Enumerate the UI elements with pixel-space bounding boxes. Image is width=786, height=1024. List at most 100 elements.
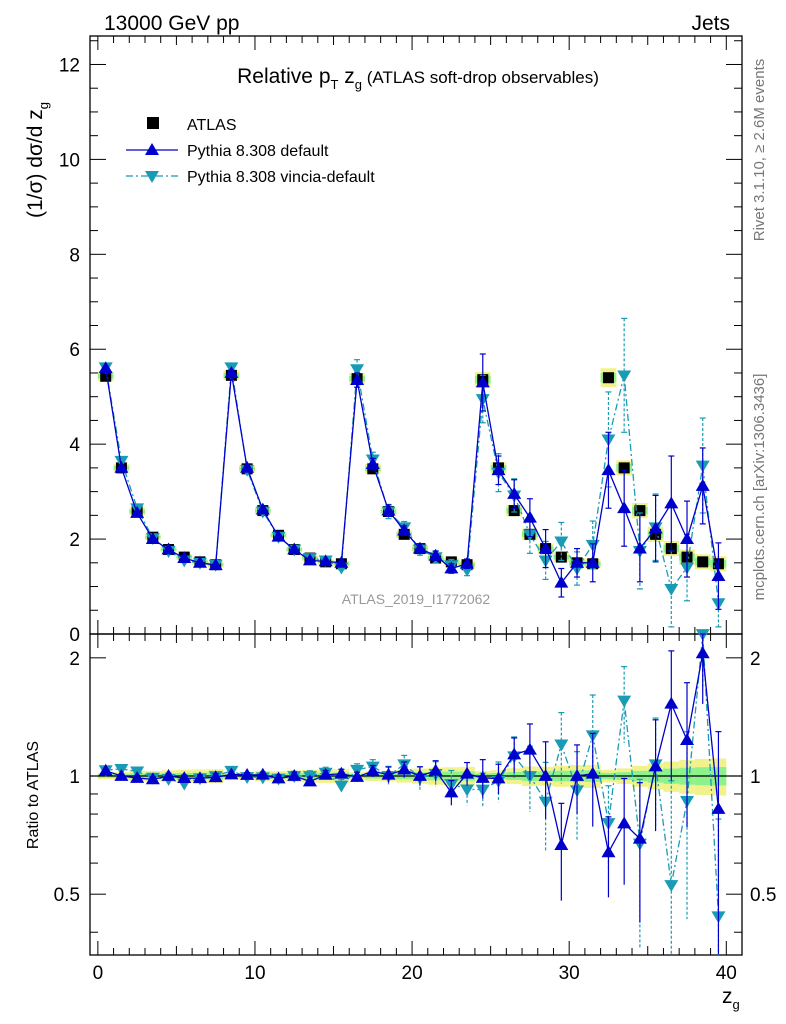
- point-default: [98, 361, 113, 374]
- ratio-line-default: [105, 653, 720, 855]
- point-default: [318, 554, 333, 567]
- point-default: [130, 505, 145, 518]
- point-default: [538, 541, 553, 554]
- point-atlas: [618, 462, 630, 474]
- title-relative-p: Relative p: [237, 65, 330, 88]
- x-tick-label: 0: [93, 963, 104, 984]
- y-axis-label-main: (1/σ) dσ/d z: [24, 109, 47, 218]
- point-default: [350, 373, 365, 385]
- x-axis-label-sub: g: [733, 997, 740, 1012]
- y-tick-label: 10: [59, 150, 80, 171]
- ratio-point-default: [130, 771, 145, 783]
- point-vincia: [554, 536, 569, 549]
- ratio-point-vincia: [334, 780, 349, 793]
- ratio-tick-label: 0.5: [54, 885, 80, 906]
- point-default: [161, 542, 176, 555]
- title-rest: (ATLAS soft-drop observables): [362, 68, 599, 87]
- point-default: [664, 496, 679, 509]
- ratio-frame: [89, 633, 743, 956]
- point-default: [570, 555, 585, 568]
- point-default: [412, 541, 427, 554]
- ratio-tick-label: 1: [69, 767, 80, 788]
- legend-label-vincia: Pythia 8.308 vincia-default: [187, 169, 375, 186]
- series-line-default: [105, 368, 720, 584]
- ratio-point-default: [428, 763, 443, 776]
- title-z: z: [338, 65, 354, 88]
- ratio-point-default: [145, 772, 160, 785]
- ratio-point-default: [601, 845, 616, 858]
- ratio-point-default: [412, 769, 427, 781]
- point-default: [224, 365, 239, 378]
- point-atlas: [602, 372, 614, 384]
- ratio-point-vincia: [554, 739, 569, 752]
- ratio-point-vincia: [460, 784, 475, 797]
- ratio-point-default: [507, 747, 522, 760]
- legend-marker-atlas: [147, 117, 159, 129]
- mcplots-label: mcplots.cern.ch [arXiv:1306.3436]: [751, 374, 768, 601]
- main-panel: 0 2 4 6 8 10 12: [59, 35, 743, 646]
- point-default: [255, 502, 270, 515]
- ratio-point-default: [334, 766, 349, 779]
- legend-label-default: Pythia 8.308 default: [187, 143, 329, 160]
- point-atlas: [555, 551, 567, 563]
- point-default: [491, 463, 506, 476]
- ratio-point-default: [302, 774, 317, 787]
- legend-marker-default: [145, 143, 159, 155]
- point-vincia: [350, 364, 365, 377]
- y-axis-label-sub: g: [36, 102, 51, 109]
- point-default: [114, 460, 129, 473]
- ratio-point-default: [570, 769, 585, 781]
- ratio-point-default: [365, 764, 380, 777]
- point-default: [585, 555, 600, 568]
- ratio-point-default: [240, 768, 255, 780]
- ratio-point-default: [98, 763, 113, 776]
- series-line-vincia: [105, 367, 720, 604]
- ratio-panel: 0 10 20 30 40 0.5 0.5 1 1 2 2: [54, 629, 776, 984]
- ratio-point-default: [475, 770, 490, 783]
- point-default: [365, 457, 380, 469]
- x-tick-label: 40: [716, 963, 737, 984]
- point-default: [302, 553, 317, 566]
- main-series: [98, 317, 726, 628]
- point-atlas: [634, 505, 646, 517]
- ratio-point-default: [632, 831, 647, 844]
- point-default: [522, 510, 537, 523]
- ratio-point-default: [224, 767, 239, 780]
- point-default: [444, 561, 459, 574]
- y-tick-label: 2: [69, 530, 80, 551]
- point-default: [601, 463, 616, 476]
- ratio-point-default: [287, 769, 302, 781]
- x-tick-label: 30: [559, 963, 580, 984]
- ratio-point-default: [255, 767, 270, 780]
- point-default: [145, 532, 160, 544]
- x-tick-label: 20: [402, 963, 423, 984]
- ratio-point-default: [648, 759, 663, 772]
- point-atlas: [697, 556, 709, 568]
- ratio-point-default: [271, 771, 286, 784]
- y-tick-label: 8: [69, 245, 80, 266]
- ratio-y-axis-label: Ratio to ATLAS: [25, 741, 42, 849]
- ratio-point-default: [397, 762, 412, 775]
- point-default: [334, 555, 349, 568]
- y-tick-label: 12: [59, 55, 80, 76]
- ratio-point-default: [664, 696, 679, 709]
- point-default: [208, 558, 223, 571]
- point-default: [240, 460, 255, 473]
- ratio-point-default: [695, 646, 710, 659]
- ratio-point-default: [318, 767, 333, 780]
- y-tick-label: 6: [69, 340, 80, 361]
- ratio-axes: 0 10 20 30 40 0.5 0.5 1 1 2 2: [54, 633, 776, 984]
- ratio-point-default: [114, 769, 129, 781]
- ratio-point-default: [538, 769, 553, 781]
- y-axis-label: (1/σ) dσ/d zg: [24, 102, 51, 218]
- ratio-point-vincia: [617, 695, 632, 708]
- point-atlas: [100, 370, 112, 382]
- point-default: [617, 501, 632, 514]
- main-axes: 0 2 4 6 8 10 12: [59, 35, 743, 646]
- point-default: [554, 575, 569, 588]
- uncertainty-band-ratio: [97, 758, 727, 796]
- ratio-point-default: [680, 733, 695, 745]
- ratio-point-default: [585, 766, 600, 779]
- ratio-point-default: [350, 769, 365, 782]
